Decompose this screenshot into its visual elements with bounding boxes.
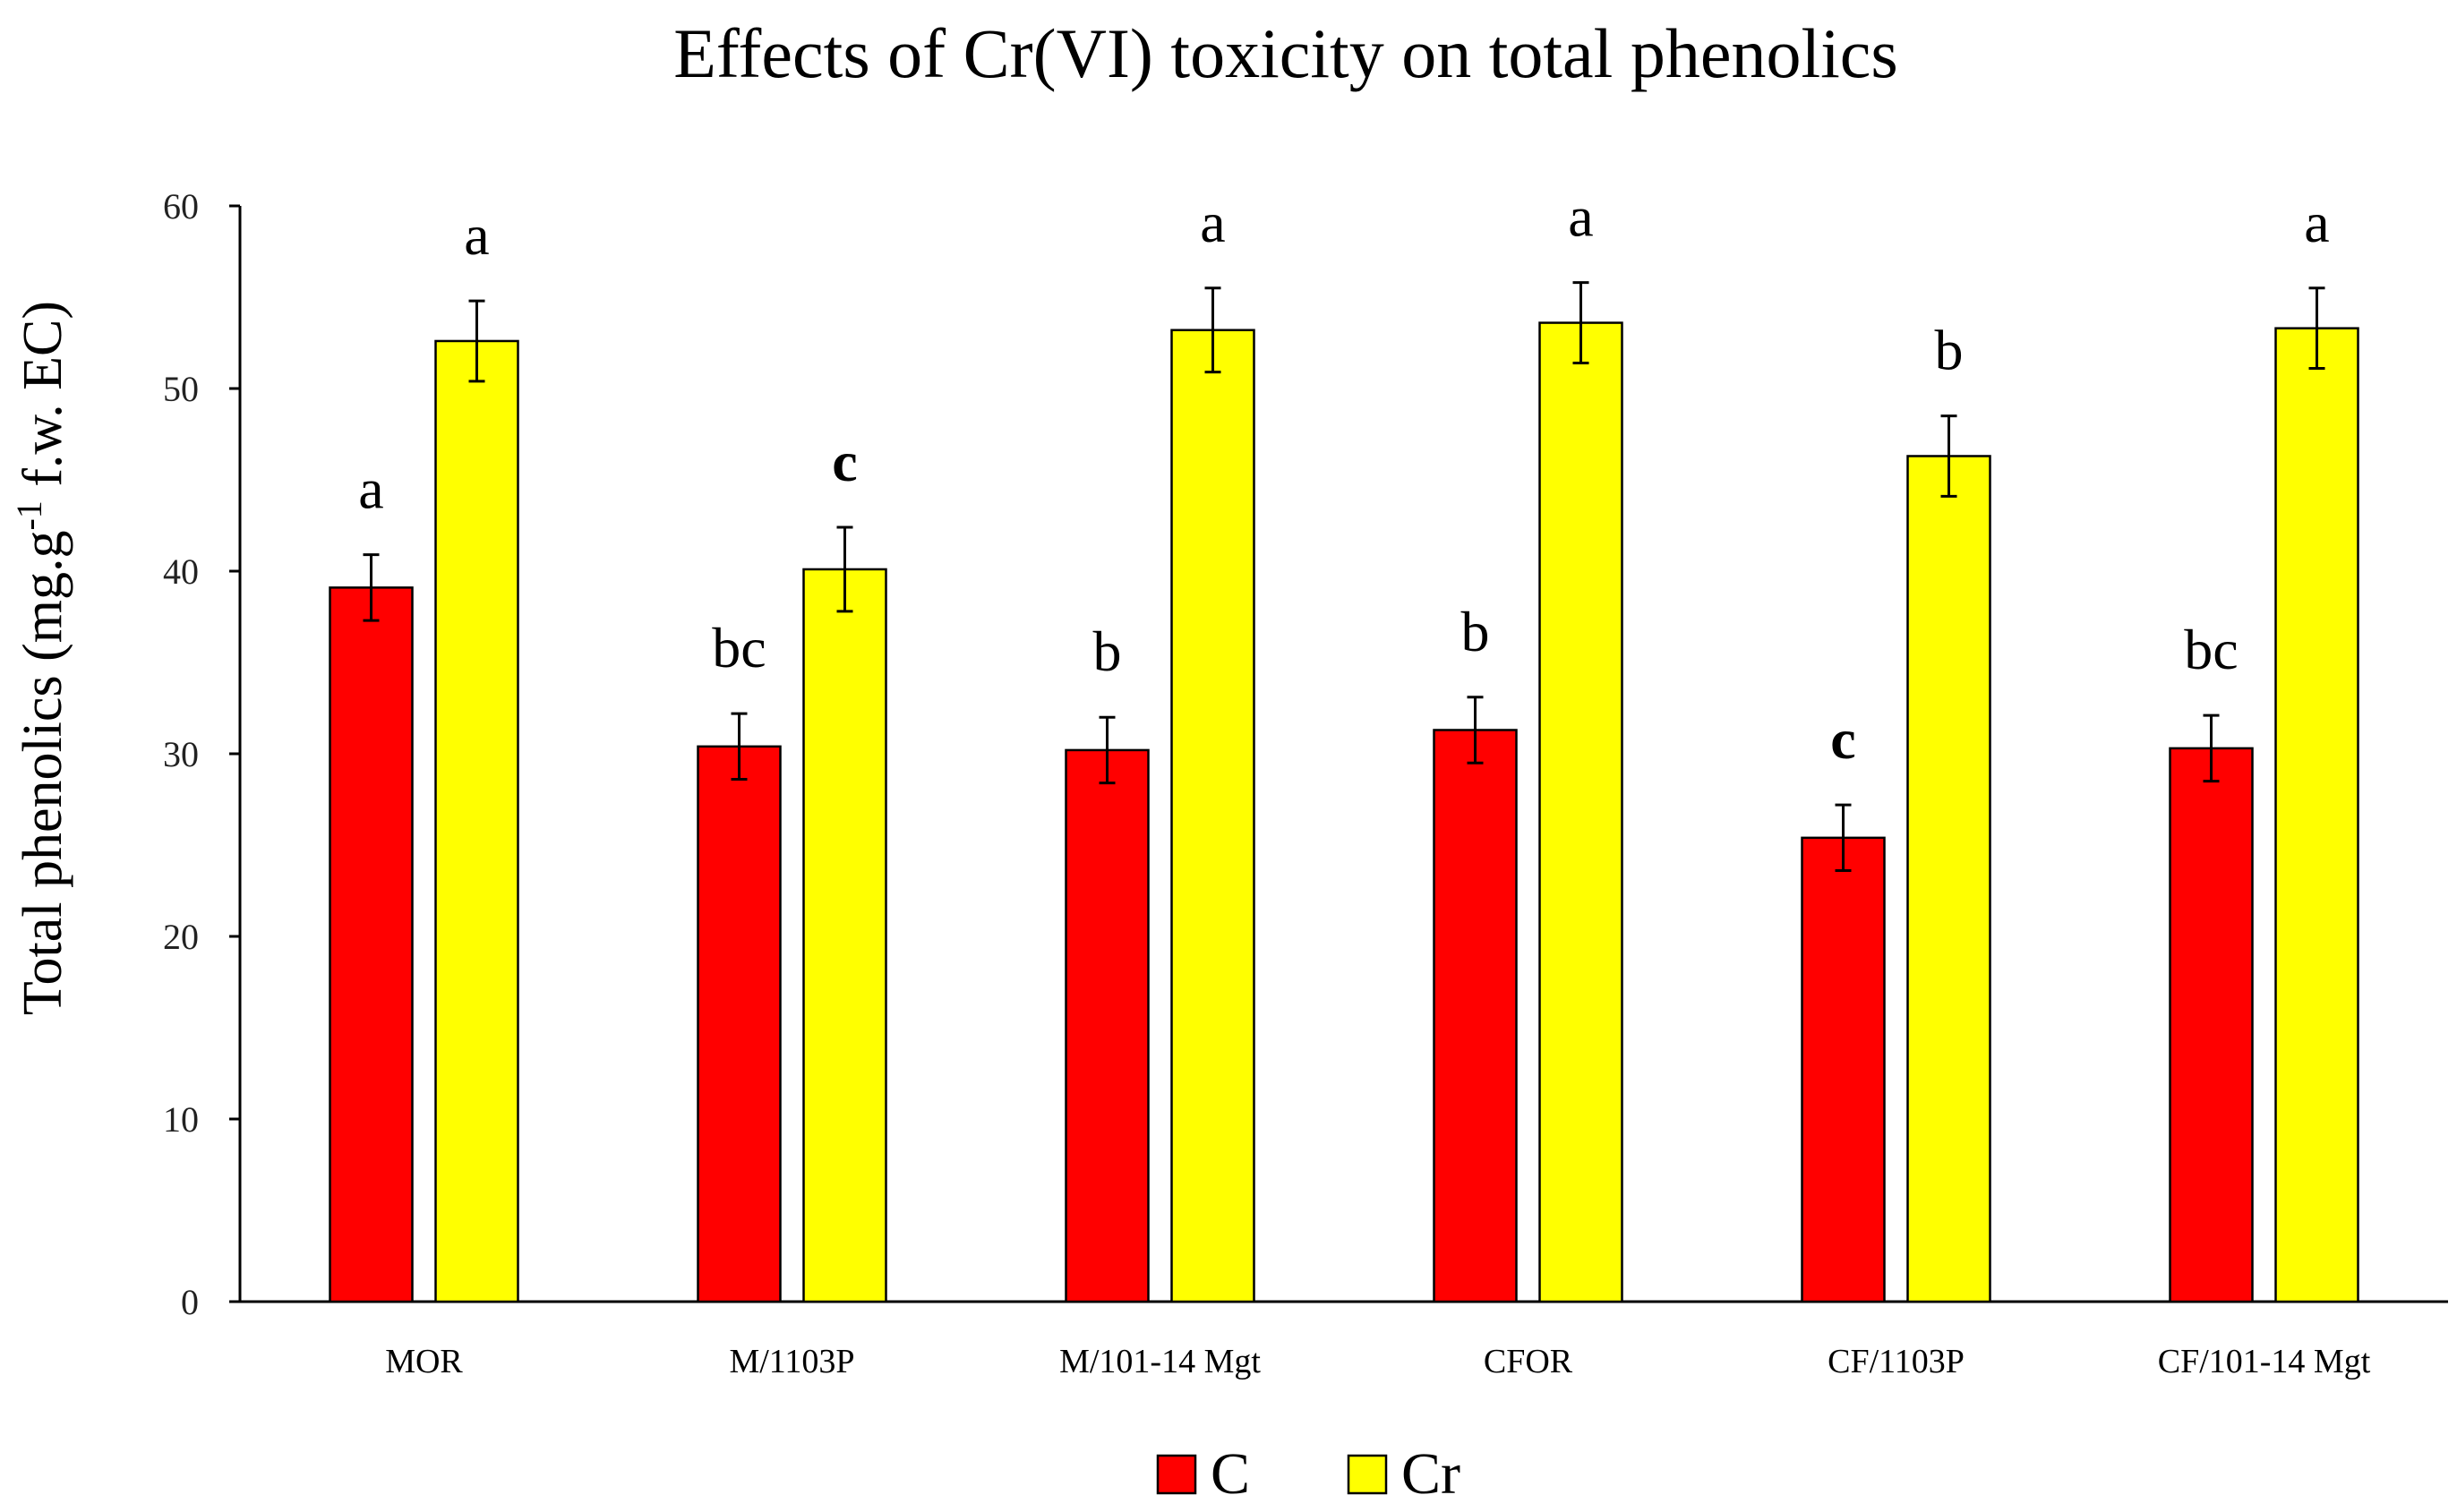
bar-cr-3 bbox=[1538, 321, 1623, 1303]
error-bar bbox=[1835, 803, 1852, 873]
y-tick-label: 10 bbox=[163, 1099, 199, 1140]
bar-c-4 bbox=[1801, 836, 1886, 1303]
error-bar bbox=[1204, 286, 1221, 374]
y-axis-label-superscript: -1 bbox=[9, 500, 49, 530]
legend-swatch-c bbox=[1156, 1454, 1197, 1495]
bar-cr-5 bbox=[2274, 327, 2359, 1303]
x-tick-label: M/101-14 Mgt bbox=[1059, 1343, 1261, 1380]
y-tick-label: 20 bbox=[163, 917, 199, 957]
significance-letter: bc bbox=[2184, 618, 2238, 681]
y-tick-label: 0 bbox=[181, 1282, 199, 1322]
y-tick-label: 60 bbox=[163, 186, 199, 226]
y-tick-label: 40 bbox=[163, 551, 199, 592]
y-tick-label: 50 bbox=[163, 369, 199, 409]
significance-letter: c bbox=[1830, 707, 1855, 771]
error-bar bbox=[1572, 281, 1589, 364]
error-bar bbox=[1940, 414, 1957, 498]
error-bar bbox=[1099, 715, 1116, 785]
error-bar bbox=[468, 299, 485, 383]
error-bar bbox=[1467, 696, 1484, 765]
significance-letters: a a bc c b a b a c b bc a bbox=[358, 185, 2329, 771]
legend: C Cr bbox=[1156, 1441, 1460, 1507]
y-axis-label-suffix: f.w. EC) bbox=[13, 301, 73, 500]
significance-letter: b bbox=[1935, 319, 1964, 382]
bar-cr-0 bbox=[434, 339, 519, 1303]
bars bbox=[329, 321, 2359, 1303]
bar-c-3 bbox=[1433, 729, 1518, 1303]
x-tick-labels: MOR M/1103P M/101-14 Mgt CFOR CF/1103P CF/101… bbox=[385, 1343, 2370, 1380]
bar-cr-4 bbox=[1906, 455, 1991, 1303]
error-bar bbox=[363, 553, 380, 622]
y-ticks: 0 10 20 30 40 50 60 bbox=[163, 186, 240, 1322]
significance-letter: a bbox=[1568, 185, 1593, 249]
significance-letter: c bbox=[832, 430, 857, 493]
x-tick-label: MOR bbox=[385, 1343, 463, 1380]
error-bar bbox=[836, 525, 853, 613]
y-tick-label: 30 bbox=[163, 734, 199, 774]
significance-letter: bc bbox=[712, 616, 766, 679]
bar-cr-2 bbox=[1170, 329, 1255, 1303]
legend-label-cr: Cr bbox=[1401, 1441, 1460, 1507]
x-tick-label: CF/1103P bbox=[1828, 1343, 1965, 1380]
significance-letter: a bbox=[358, 457, 383, 521]
error-bars bbox=[363, 281, 2325, 873]
x-tick-label: CF/101-14 Mgt bbox=[2158, 1343, 2371, 1380]
bar-cr-1 bbox=[802, 568, 887, 1303]
x-tick-label: M/1103P bbox=[729, 1343, 854, 1380]
y-axis-label: Total phenolics (mg.g-1 f.w. EC) bbox=[9, 301, 73, 1015]
bar-c-5 bbox=[2169, 747, 2254, 1303]
significance-letter: b bbox=[1461, 600, 1490, 663]
significance-letter: a bbox=[1200, 191, 1225, 254]
error-bar bbox=[731, 712, 748, 782]
bar-c-2 bbox=[1065, 748, 1150, 1303]
y-axis-label-main: Total phenolics (mg.g bbox=[13, 531, 73, 1016]
significance-letter: a bbox=[464, 203, 489, 267]
error-bar bbox=[2308, 286, 2325, 371]
legend-swatch-cr bbox=[1347, 1454, 1388, 1495]
chart-title: Effects of Cr(VI) toxicity on total phen… bbox=[673, 14, 1898, 92]
legend-label-c: C bbox=[1211, 1441, 1250, 1507]
bar-c-1 bbox=[697, 745, 782, 1303]
bar-c-0 bbox=[329, 586, 414, 1303]
x-tick-label: CFOR bbox=[1484, 1343, 1573, 1380]
error-bar bbox=[2203, 713, 2220, 783]
significance-letter: a bbox=[2304, 191, 2329, 254]
significance-letter: b bbox=[1093, 619, 1122, 683]
